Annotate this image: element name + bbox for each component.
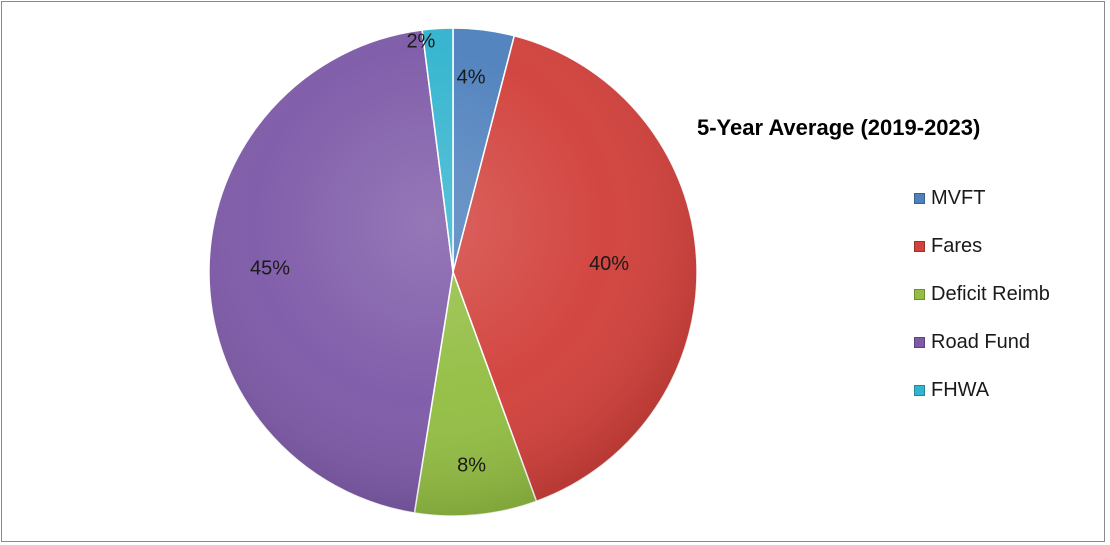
data-label-fhwa: 2% bbox=[406, 31, 435, 53]
legend-swatch-road-fund bbox=[914, 336, 925, 348]
legend: MVFT Fares Deficit Reimb Road Fund FHWA bbox=[914, 174, 1050, 414]
data-label-fares: 40% bbox=[589, 253, 629, 275]
legend-swatch-fares bbox=[914, 240, 925, 252]
data-label-deficit-reimb: 8% bbox=[457, 455, 486, 477]
legend-item-fhwa: FHWA bbox=[914, 366, 1050, 414]
legend-label-road-fund: Road Fund bbox=[931, 330, 1030, 353]
data-label-mvft: 4% bbox=[457, 66, 486, 88]
pie-slice-road-fund bbox=[208, 29, 454, 514]
legend-label-mvft: MVFT bbox=[931, 186, 986, 209]
legend-label-fhwa: FHWA bbox=[931, 378, 990, 401]
legend-item-deficit-reimb: Deficit Reimb bbox=[914, 270, 1050, 318]
legend-item-road-fund: Road Fund bbox=[914, 318, 1050, 366]
legend-swatch-deficit-reimb bbox=[914, 288, 925, 300]
legend-item-mvft: MVFT bbox=[914, 174, 1050, 222]
legend-title: 5-Year Average (2019-2023) bbox=[697, 115, 981, 140]
legend-swatch-fhwa bbox=[914, 384, 925, 396]
legend-item-fares: Fares bbox=[914, 222, 1050, 270]
data-label-road-fund: 45% bbox=[250, 257, 290, 279]
legend-swatch-mvft bbox=[914, 192, 925, 204]
legend-label-fares: Fares bbox=[931, 234, 983, 257]
legend-label-deficit-reimb: Deficit Reimb bbox=[931, 282, 1050, 305]
